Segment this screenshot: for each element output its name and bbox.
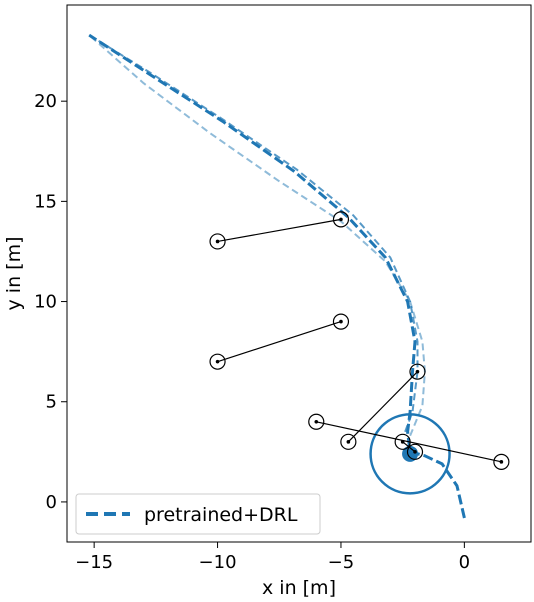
legend-box (75, 493, 321, 535)
trajectory-series-line (88, 34, 419, 433)
obstacle-center-dot (314, 419, 319, 424)
agent-marker (402, 445, 419, 462)
y-tick-label: 5 (46, 392, 57, 413)
obstacle-link (347, 371, 418, 443)
obstacle-center-dot (346, 440, 351, 444)
obstacle-circle (332, 211, 350, 228)
plot-content (88, 33, 510, 519)
obstacle-center-dot (339, 217, 343, 222)
obstacle-link (217, 218, 342, 243)
obstacle-center-dot (499, 460, 504, 464)
obstacle-circle (209, 233, 226, 250)
obstacle-circle (308, 413, 325, 430)
legend-label: pretrained+DRL (144, 504, 298, 526)
obstacle-circle (409, 363, 426, 380)
x-tick-label: −5 (328, 552, 355, 573)
obstacle-circle (209, 353, 226, 370)
x-axis-ticks: −15 −10 −5 0 (75, 542, 470, 573)
legend: pretrained+DRL (75, 493, 321, 535)
obstacle-circle (340, 433, 357, 450)
y-tick-label: 10 (34, 292, 57, 313)
x-axis-label: x in [m] (262, 577, 336, 599)
obstacle-center-dot (215, 239, 220, 244)
agent-range-circle (369, 413, 451, 495)
obstacle-circle (406, 443, 424, 460)
obstacle-center-dot (215, 359, 220, 364)
obstacle-circle (493, 453, 510, 470)
obstacle-circle (394, 433, 411, 450)
obstacle-center-dot (415, 369, 420, 374)
trajectory-series-line (88, 34, 426, 437)
obstacle-center-dot (413, 450, 417, 454)
trajectory-series-line (88, 33, 466, 519)
obstacle-link (217, 321, 342, 363)
x-tick-label: −15 (75, 552, 113, 573)
obstacle-center-dot (339, 319, 343, 324)
obstacle-link (316, 421, 502, 463)
y-tick-label: 20 (34, 91, 57, 112)
y-tick-label: 15 (34, 191, 57, 212)
y-axis-label: y in [m] (3, 237, 25, 311)
y-axis-ticks: 0 5 10 15 20 (34, 91, 67, 513)
obstacle-center-dot (400, 440, 405, 444)
y-tick-label: 0 (46, 492, 57, 513)
obstacle-circle (332, 313, 350, 330)
x-tick-label: −10 (199, 552, 237, 573)
plot-frame (66, 4, 532, 543)
x-tick-label: 0 (459, 552, 470, 573)
